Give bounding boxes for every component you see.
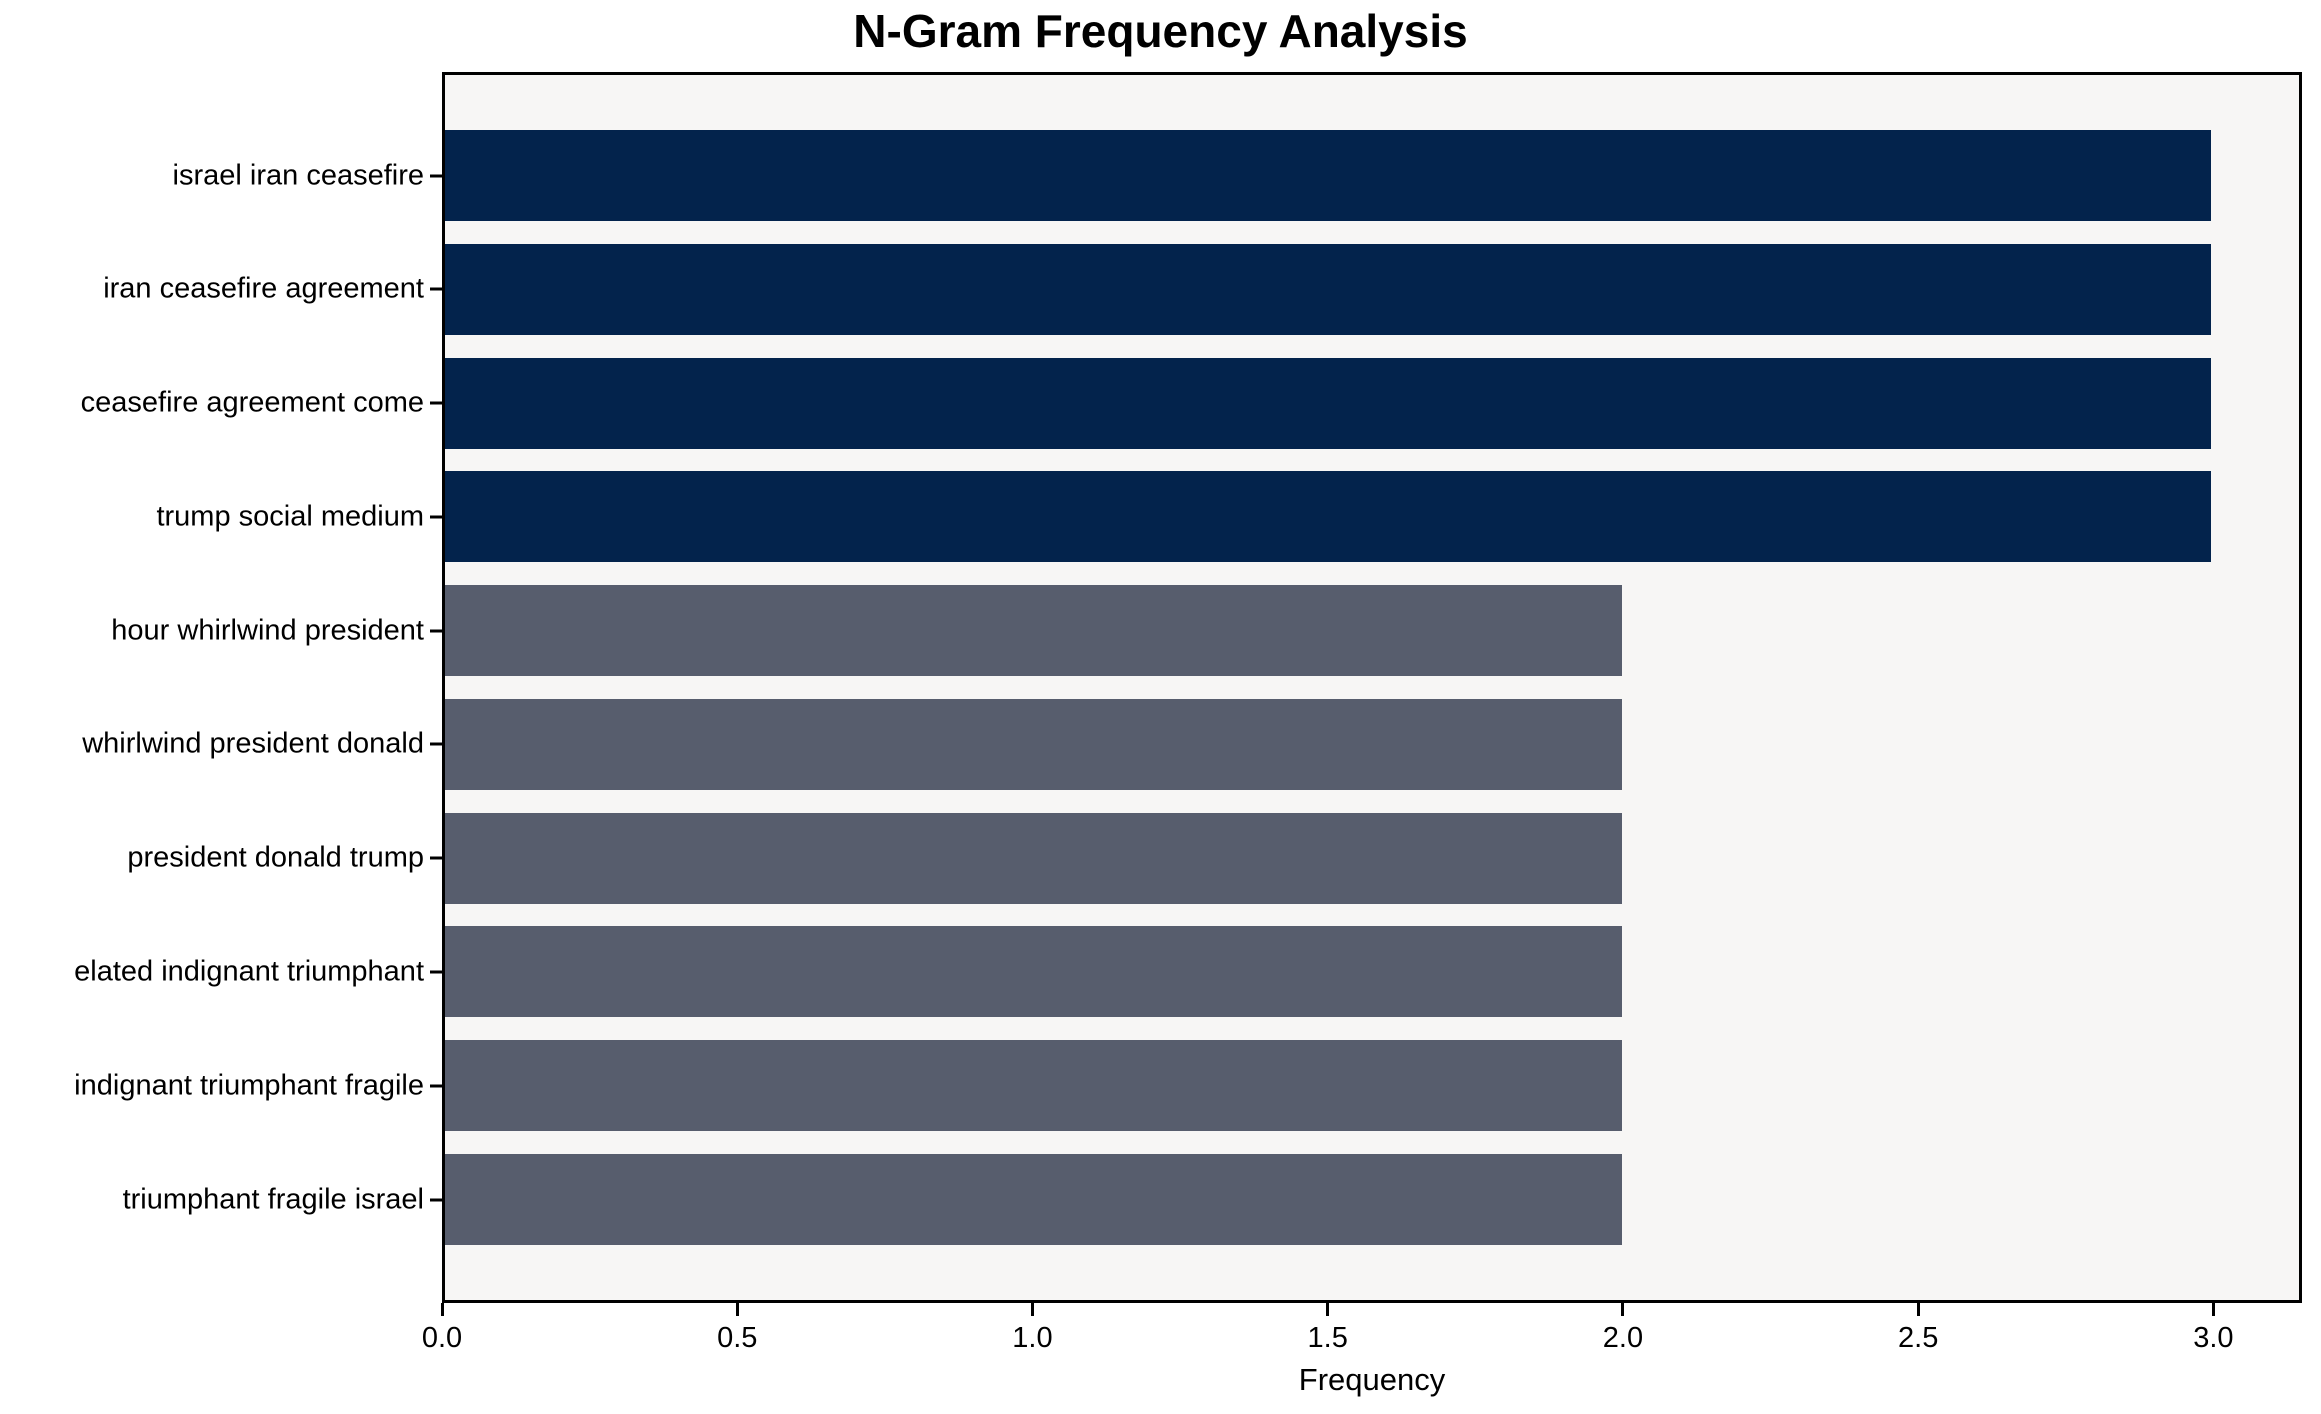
x-tick-label: 1.0 — [1012, 1322, 1053, 1354]
x-tick-label: 3.0 — [2193, 1322, 2234, 1354]
plot-area — [442, 72, 2302, 1303]
bars-layer — [445, 75, 2299, 1300]
x-tick-mark — [735, 1303, 739, 1316]
y-tick-label: indignant triumphant fragile — [74, 1069, 424, 1102]
y-tick-label: ceasefire agreement come — [80, 386, 424, 419]
x-axis-title: Frequency — [1298, 1362, 1446, 1397]
x-tick-label: 0.5 — [717, 1322, 758, 1354]
y-tick-mark — [430, 515, 442, 519]
y-tick-label: president donald trump — [127, 841, 424, 874]
y-tick-label: trump social medium — [156, 500, 424, 533]
y-tick-mark — [430, 970, 442, 974]
x-tick-label: 2.0 — [1602, 1322, 1644, 1354]
chart-title: N-Gram Frequency Analysis — [853, 5, 1468, 57]
y-tick-mark — [430, 174, 442, 177]
x-tick-mark — [1326, 1303, 1330, 1316]
x-tick-mark — [1030, 1303, 1034, 1316]
y-tick-mark — [430, 1084, 442, 1088]
bar — [445, 585, 1623, 677]
x-tick-label: 1.5 — [1307, 1322, 1348, 1354]
y-tick-label: whirlwind president donald — [82, 727, 424, 760]
y-tick-label: israel iran ceasefire — [172, 159, 424, 191]
bar — [445, 1154, 1623, 1245]
y-tick-mark — [430, 287, 442, 291]
bar — [445, 926, 1623, 1018]
bar — [445, 1040, 1623, 1132]
bar — [445, 812, 1623, 904]
bar — [445, 130, 2211, 221]
x-tick-mark — [2211, 1303, 2215, 1316]
bar — [445, 357, 2211, 449]
y-tick-mark — [430, 629, 442, 633]
y-tick-mark — [430, 1198, 442, 1201]
x-tick-label: 0.0 — [421, 1322, 463, 1354]
x-tick-mark — [1621, 1303, 1625, 1316]
y-tick-label: hour whirlwind president — [111, 614, 424, 647]
y-tick-label: triumphant fragile israel — [122, 1183, 424, 1215]
y-tick-mark — [430, 856, 442, 860]
y-tick-mark — [430, 401, 442, 405]
x-tick-mark — [440, 1303, 444, 1316]
bar — [445, 698, 1623, 790]
bar — [445, 243, 2211, 335]
y-tick-label: iran ceasefire agreement — [103, 272, 424, 305]
x-tick-mark — [1916, 1303, 1920, 1316]
bar — [445, 471, 2211, 563]
y-tick-label: elated indignant triumphant — [74, 955, 424, 988]
y-tick-mark — [430, 742, 442, 746]
x-tick-label: 2.5 — [1898, 1322, 1939, 1354]
